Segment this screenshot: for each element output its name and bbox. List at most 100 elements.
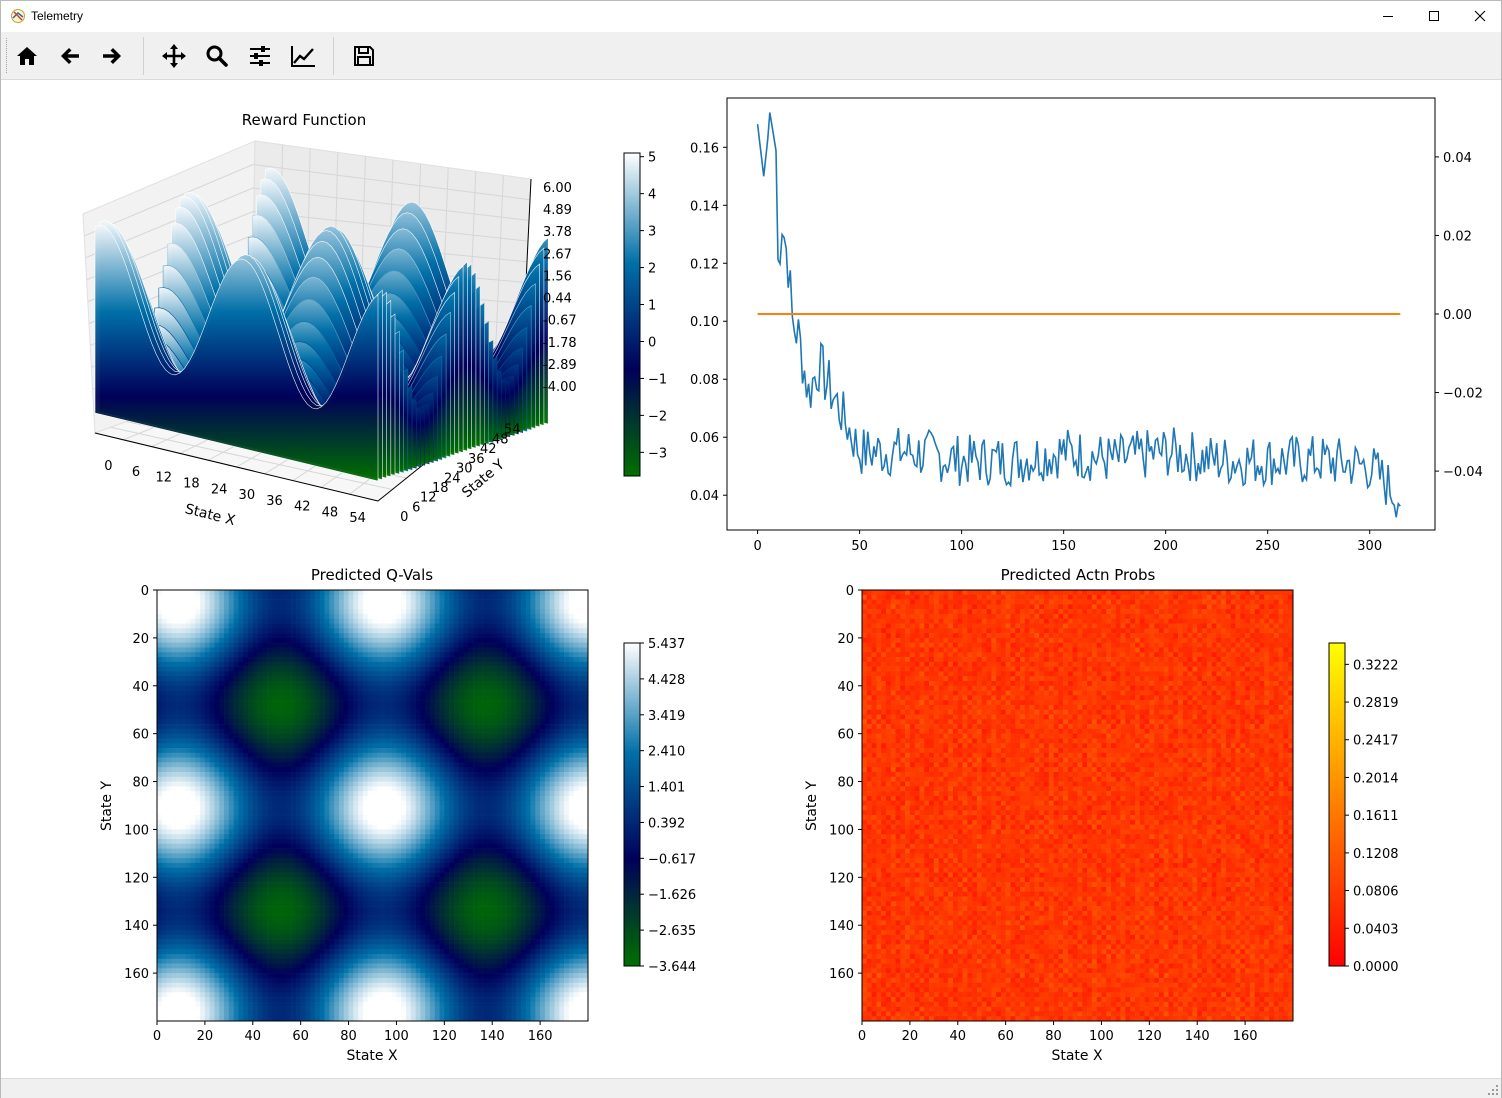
heatmap-cell — [482, 733, 488, 739]
heatmap-cell — [338, 771, 345, 778]
title-bar[interactable]: Telemetry — [1, 1, 1501, 31]
heatmap-cell — [439, 594, 445, 600]
heatmap-cell — [573, 752, 579, 758]
heatmap-cell — [348, 666, 354, 672]
heatmap-cell — [319, 676, 325, 682]
forward-button[interactable] — [94, 38, 130, 74]
heatmap-cell — [185, 767, 191, 773]
heatmap-cell — [535, 762, 541, 768]
heatmap-cell — [506, 724, 512, 730]
heatmap-cell — [300, 738, 306, 744]
heatmap-cell — [458, 628, 464, 634]
heatmap-cell — [338, 642, 345, 648]
heatmap-cell — [329, 647, 335, 653]
heatmap-cell — [487, 795, 493, 802]
minimize-button[interactable] — [1365, 1, 1411, 31]
heatmap-cell — [362, 599, 369, 605]
heatmap-cell — [425, 819, 431, 825]
heatmap-cell — [554, 800, 560, 806]
heatmap-cell — [583, 834, 589, 840]
maximize-button[interactable] — [1411, 1, 1457, 31]
heatmap-cell — [257, 594, 263, 600]
heatmap-cell — [362, 776, 369, 782]
heatmap-cell — [204, 824, 210, 830]
heatmap-cell — [492, 719, 498, 725]
heatmap-cell — [497, 652, 503, 658]
heatmap-cell — [449, 781, 455, 787]
heatmap-cell — [554, 704, 560, 711]
heatmap-cell — [252, 628, 258, 634]
heatmap-cell — [271, 604, 278, 610]
heatmap-cell — [362, 671, 369, 677]
heatmap-cell — [406, 700, 412, 706]
heatmap-cell — [516, 791, 522, 797]
configure-subplots-button[interactable] — [242, 38, 278, 74]
heatmap-cell — [348, 800, 354, 806]
heatmap-cell — [157, 824, 163, 830]
save-button[interactable] — [346, 38, 382, 74]
heatmap-cell — [367, 652, 373, 658]
toolbar-grip[interactable] — [6, 38, 9, 73]
edit-axis-button[interactable] — [285, 38, 321, 74]
heatmap-cell — [200, 771, 206, 778]
back-button[interactable] — [52, 38, 88, 74]
heatmap-cell — [444, 767, 450, 773]
heatmap-cell — [434, 743, 440, 749]
heatmap-cell — [497, 795, 503, 802]
heatmap-cell — [157, 791, 163, 797]
heatmap-cell — [425, 776, 431, 782]
heatmap-cell — [377, 642, 383, 648]
heatmap-cell — [468, 633, 474, 639]
heatmap-cell — [559, 743, 565, 749]
heatmap-cell — [439, 834, 445, 840]
zoom-button[interactable] — [199, 38, 235, 74]
heatmap-cell — [415, 618, 421, 624]
heatmap-cell — [353, 685, 359, 691]
heatmap-cell — [372, 642, 378, 648]
heatmap-cell — [334, 728, 340, 734]
heatmap-cell — [319, 657, 325, 663]
heatmap-cell — [568, 685, 574, 691]
heatmap-cell — [367, 704, 373, 711]
heatmap-cell — [338, 690, 345, 696]
heatmap-cell — [281, 791, 287, 797]
heatmap-cell — [171, 609, 177, 615]
heatmap-cell — [157, 810, 163, 816]
heatmap-cell — [247, 748, 254, 754]
home-button[interactable] — [9, 38, 45, 74]
heatmap-cell — [429, 795, 436, 802]
heatmap-cell — [386, 671, 392, 677]
close-button[interactable] — [1457, 1, 1502, 31]
heatmap-cell — [477, 657, 483, 663]
heatmap-cell — [401, 590, 407, 596]
heatmap-cell — [482, 767, 488, 773]
heatmap-cell — [348, 647, 354, 653]
heatmap-cell — [219, 657, 225, 663]
heatmap-cell — [573, 791, 579, 797]
heatmap-cell — [200, 728, 206, 734]
heatmap-cell — [525, 671, 531, 677]
heatmap-cell — [382, 676, 388, 682]
heatmap-cell — [295, 652, 301, 658]
heatmap-cell — [247, 839, 254, 845]
heatmap-cell — [535, 652, 541, 658]
heatmap-cell — [487, 834, 493, 840]
heatmap-cell — [171, 618, 177, 624]
heatmap-cell — [559, 728, 565, 734]
heatmap-cell — [525, 623, 531, 629]
heatmap-cell — [219, 661, 225, 667]
pan-button[interactable] — [156, 38, 192, 74]
heatmap-cell — [372, 666, 378, 672]
heatmap-cell — [415, 815, 421, 821]
heatmap-cell — [161, 637, 167, 643]
heatmap-cell — [367, 748, 373, 754]
heatmap-cell — [439, 633, 445, 639]
heatmap-cell — [401, 771, 407, 778]
heatmap-cell — [406, 628, 412, 634]
heatmap-cell — [171, 743, 177, 749]
figure-canvas[interactable]: Reward Function 0 6 12 18 24 30 36 42 48 54 0 6 12 18… — [1, 80, 1501, 1077]
heatmap-cell — [453, 719, 459, 725]
heatmap-cell — [238, 733, 244, 739]
heatmap-cell — [449, 767, 455, 773]
heatmap-cell — [468, 795, 474, 802]
